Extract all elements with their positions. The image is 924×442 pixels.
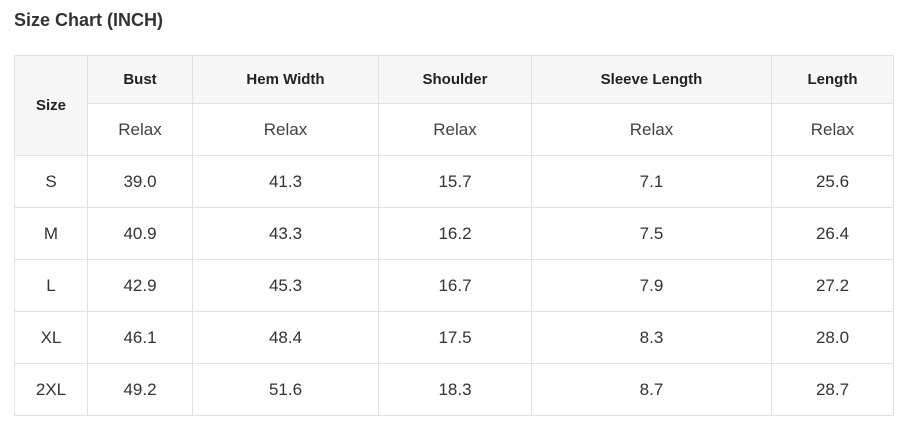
- column-header-sleeve-length: Sleeve Length: [531, 55, 772, 104]
- size-label: L: [14, 259, 88, 312]
- table-row-s: S 39.0 41.3 15.7 7.1 25.6: [14, 155, 894, 208]
- measurement-cell: 46.1: [87, 311, 193, 364]
- measurement-cell: 42.9: [87, 259, 193, 312]
- measurement-cell: 7.5: [531, 207, 772, 260]
- measurement-cell: 48.4: [192, 311, 379, 364]
- table-fit-row: Relax Relax Relax Relax Relax: [15, 103, 894, 156]
- table-row-m: M 40.9 43.3 16.2 7.5 26.4: [14, 207, 894, 260]
- measurement-cell: 25.6: [771, 155, 894, 208]
- column-header-size: Size: [14, 55, 88, 156]
- table-header-row: Size Bust Hem Width Shoulder Sleeve Leng…: [14, 55, 894, 156]
- size-chart-table: Size Bust Hem Width Shoulder Sleeve Leng…: [14, 55, 894, 416]
- column-header-shoulder: Shoulder: [378, 55, 532, 104]
- measurement-cell: 16.7: [378, 259, 532, 312]
- fit-cell-bust: Relax: [87, 103, 193, 156]
- size-label: S: [14, 155, 88, 208]
- fit-cell-hem-width: Relax: [192, 103, 379, 156]
- table-row-l: L 42.9 45.3 16.7 7.9 27.2: [14, 259, 894, 312]
- measurement-cell: 16.2: [378, 207, 532, 260]
- measurement-cell: 8.3: [531, 311, 772, 364]
- measurement-cell: 40.9: [87, 207, 193, 260]
- column-header-length: Length: [771, 55, 894, 104]
- column-header-bust: Bust: [87, 55, 193, 104]
- size-label: XL: [14, 311, 88, 364]
- measurement-cell: 18.3: [378, 363, 532, 416]
- measurement-cell: 7.9: [531, 259, 772, 312]
- size-label: M: [14, 207, 88, 260]
- fit-cell-shoulder: Relax: [378, 103, 532, 156]
- measurement-cell: 17.5: [378, 311, 532, 364]
- table-row-2xl: 2XL 49.2 51.6 18.3 8.7 28.7: [14, 363, 894, 416]
- fit-cell-sleeve-length: Relax: [531, 103, 772, 156]
- page-title: Size Chart (INCH): [14, 10, 164, 30]
- size-label: 2XL: [14, 363, 88, 416]
- table-row-xl: XL 46.1 48.4 17.5 8.3 28.0: [14, 311, 894, 364]
- measurement-cell: 26.4: [771, 207, 894, 260]
- measurement-cell: 8.7: [531, 363, 772, 416]
- size-chart-page: Size Chart (INCH) Size Bust Hem Width Sh…: [14, 10, 894, 416]
- measurement-cell: 49.2: [87, 363, 193, 416]
- measurement-cell: 27.2: [771, 259, 894, 312]
- measurement-cell: 43.3: [192, 207, 379, 260]
- measurement-cell: 28.7: [771, 363, 894, 416]
- fit-cell-length: Relax: [771, 103, 894, 156]
- measurement-cell: 51.6: [192, 363, 379, 416]
- measurement-cell: 7.1: [531, 155, 772, 208]
- measurement-cell: 28.0: [771, 311, 894, 364]
- measurement-cell: 15.7: [378, 155, 532, 208]
- measurement-cell: 39.0: [87, 155, 193, 208]
- measurement-cell: 45.3: [192, 259, 379, 312]
- measurement-cell: 41.3: [192, 155, 379, 208]
- column-header-hem-width: Hem Width: [192, 55, 379, 104]
